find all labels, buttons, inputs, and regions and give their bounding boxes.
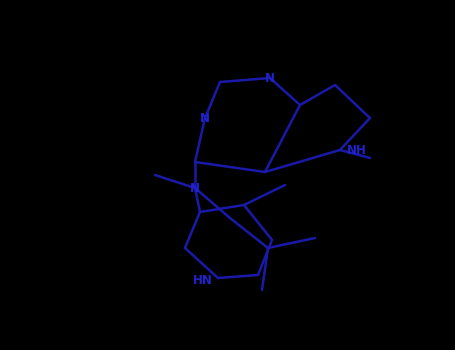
Text: HN: HN bbox=[192, 274, 212, 287]
Text: N: N bbox=[265, 71, 275, 84]
Text: N: N bbox=[190, 182, 200, 195]
Text: N: N bbox=[200, 112, 210, 125]
Text: NH: NH bbox=[347, 144, 367, 156]
